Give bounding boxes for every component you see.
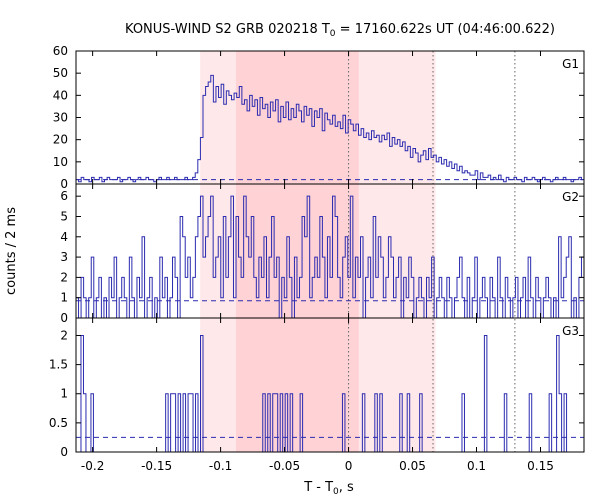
y-tick-label-g3: 0	[60, 445, 68, 459]
y-tick-label-g2: 4	[60, 230, 68, 244]
y-tick-label-g2: 5	[60, 209, 68, 223]
y-tick-label-g2: 6	[60, 189, 68, 203]
panel-label-g1: G1	[562, 57, 579, 71]
y-tick-label-g2: 0	[60, 311, 68, 325]
y-tick-label-g1: 50	[53, 66, 68, 80]
chart-title: KONUS-WIND S2 GRB 020218 T0 = 17160.622s…	[125, 22, 555, 39]
x-tick-label: 0.15	[527, 459, 554, 473]
lightcurve-g2	[76, 195, 584, 319]
panel-frame-g3	[75, 317, 585, 453]
y-tick-label-g2: 1	[60, 291, 68, 305]
x-tick-label: -0.15	[141, 459, 172, 473]
x-axis-label: T - T0, s	[303, 480, 354, 497]
x-axis-label-rest: , s	[339, 480, 354, 495]
y-tick-label-g2: 2	[60, 270, 68, 284]
x-tick-label: -0.2	[81, 459, 104, 473]
y-tick-label-g3: 1.5	[49, 358, 68, 372]
x-tick-label: -0.05	[269, 459, 300, 473]
y-tick-label-g1: 0	[60, 177, 68, 191]
x-tick-label: 0.1	[467, 459, 486, 473]
x-tick-label: 0.05	[399, 459, 426, 473]
x-tick-label: -0.1	[209, 459, 232, 473]
y-tick-label-g1: 20	[53, 133, 68, 147]
y-tick-label-g1: 60	[53, 44, 68, 58]
shaded-regions	[200, 51, 436, 452]
chart-title-main: KONUS-WIND S2 GRB 020218 T	[125, 22, 330, 37]
y-tick-label-g3: 2	[60, 328, 68, 342]
y-axis-label: counts / 2 ms	[4, 207, 19, 295]
y-tick-label-g3: 1	[60, 387, 68, 401]
x-axis-label-subscript: 0	[333, 487, 339, 497]
y-tick-label-g1: 30	[53, 111, 68, 125]
y-tick-label-g1: 40	[53, 88, 68, 102]
y-tick-label-g3: 0.5	[49, 416, 68, 430]
axis-ticks: G1 0 10 20 30 40 50 60 G2 0 1 2 3 4 5 6 G3 0 0.5 1 1.5 2 -0.2 -…	[49, 44, 584, 473]
shaded-region-1	[235, 51, 359, 452]
marker-lines	[348, 51, 516, 452]
lightcurve-g1	[76, 74, 584, 183]
x-tick-label: 0	[345, 459, 353, 473]
x-axis-label-main: T - T	[303, 480, 333, 495]
chart-title-rest: = 17160.622s UT (04:46:00.622)	[336, 22, 555, 37]
panel-label-g3: G3	[562, 324, 579, 338]
chart-title-subscript: 0	[330, 29, 336, 39]
panel-label-g2: G2	[562, 190, 579, 204]
y-tick-label-g2: 3	[60, 250, 68, 264]
y-tick-label-g1: 10	[53, 155, 68, 169]
